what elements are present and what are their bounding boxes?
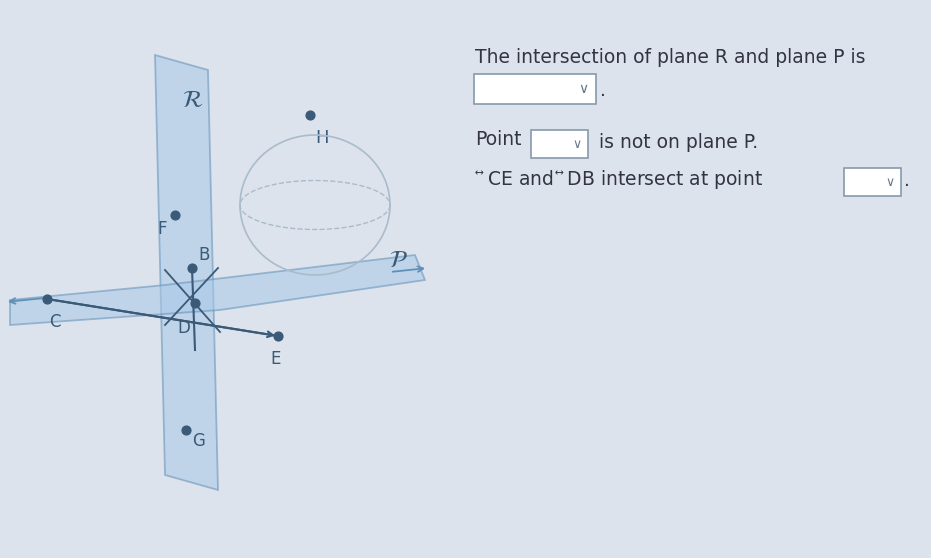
Point [39, 295, 54, 304]
Text: F: F [157, 220, 167, 238]
FancyBboxPatch shape [844, 168, 901, 196]
FancyBboxPatch shape [474, 74, 596, 104]
Text: C: C [49, 313, 61, 331]
Point [187, 299, 202, 307]
Text: G: G [192, 432, 205, 450]
Text: is not on plane P.: is not on plane P. [593, 133, 758, 152]
Text: $\overleftrightarrow{\mathrm{CE}}$ and $\overleftrightarrow{\mathrm{DB}}$ inters: $\overleftrightarrow{\mathrm{CE}}$ and $… [475, 168, 762, 191]
Point [303, 110, 317, 119]
Text: ∨: ∨ [578, 82, 588, 96]
Text: .: . [600, 81, 606, 100]
Text: E: E [271, 350, 281, 368]
Point [179, 426, 194, 435]
FancyBboxPatch shape [531, 130, 588, 158]
Text: D: D [177, 319, 190, 337]
Polygon shape [155, 55, 218, 490]
Point [271, 331, 286, 340]
Text: $\mathcal{R}$: $\mathcal{R}$ [182, 88, 204, 112]
Text: ∨: ∨ [885, 176, 895, 189]
Text: .: . [904, 171, 910, 190]
Text: ∨: ∨ [573, 137, 582, 151]
Text: $\mathcal{P}$: $\mathcal{P}$ [388, 248, 408, 272]
Text: B: B [198, 246, 209, 264]
Point [168, 210, 182, 219]
Text: H: H [315, 129, 329, 147]
Text: The intersection of plane R and plane P is: The intersection of plane R and plane P … [475, 48, 866, 67]
Point [184, 263, 199, 272]
Polygon shape [10, 255, 425, 325]
Text: Point: Point [475, 130, 521, 149]
